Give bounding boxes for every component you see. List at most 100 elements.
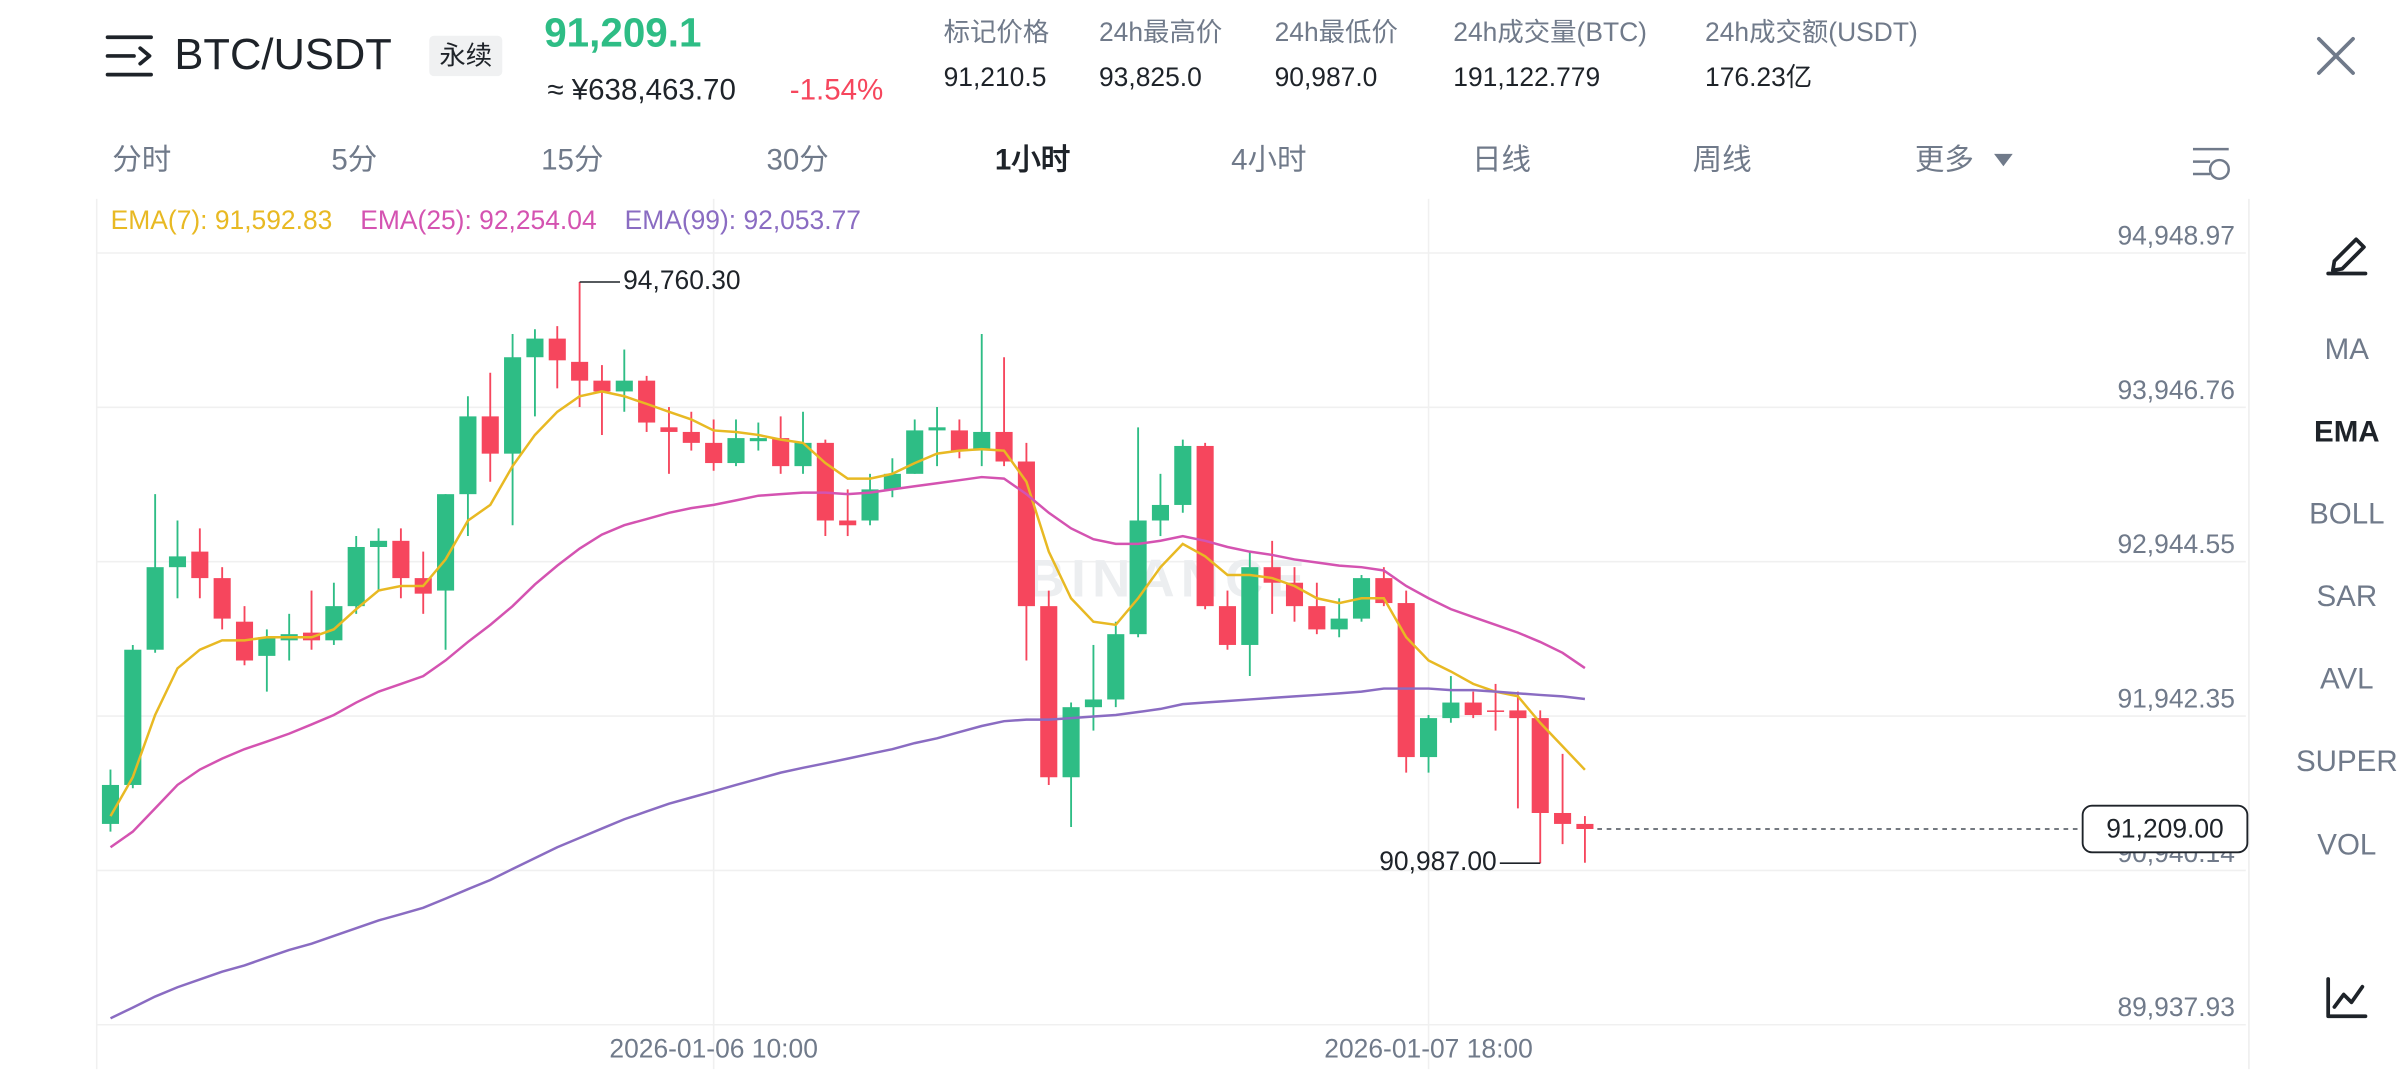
candle-body [1040, 606, 1058, 778]
stat-label: 24h成交额(USDT) [1705, 17, 1918, 47]
candle-body [1218, 606, 1237, 645]
candle-body [950, 430, 968, 451]
dropdown-arrow [1994, 153, 2013, 167]
high-label: 94,760.30 [623, 265, 740, 295]
candle-body [437, 494, 455, 591]
candle-body [705, 442, 723, 464]
candle-body [1375, 578, 1393, 604]
candle-body [392, 540, 410, 579]
stat-label: 24h最高价 [1099, 17, 1222, 47]
stat-value: 176.23亿 [1705, 62, 1812, 92]
candle-body [1062, 707, 1080, 778]
legend: EMA(7): 91,592.83 EMA(25): 92,254.04 EMA(9… [111, 205, 861, 235]
stat-value: 191,122.779 [1453, 62, 1600, 92]
tab[interactable]: 分时 [112, 143, 171, 176]
ema-line [109, 390, 1586, 817]
candle-body [191, 551, 209, 579]
menu-icon[interactable] [105, 35, 153, 77]
stat-label: 标记价格 [944, 17, 1050, 47]
candle-body [101, 784, 120, 824]
last-price-label: 91,209.00 [2106, 814, 2223, 844]
tab[interactable]: 5分 [331, 143, 377, 176]
candle-body [146, 567, 164, 650]
candle-body [504, 357, 522, 454]
ema-line [109, 687, 1586, 1020]
candle-body [1330, 618, 1348, 630]
candle-body [794, 442, 812, 467]
candle-body [1196, 445, 1214, 607]
candle-body [1531, 718, 1549, 813]
tab[interactable]: 15分 [541, 143, 603, 176]
candle-body [1509, 710, 1527, 719]
indicator[interactable]: AVL [2320, 662, 2374, 695]
candle-body [213, 578, 231, 619]
y-tick-label: 94,948.97 [2117, 220, 2234, 250]
x-tick-label: 2026-01-07 18:00 [1324, 1033, 1533, 1063]
stat-label: 24h最低价 [1275, 17, 1398, 47]
candle-body [1107, 634, 1125, 700]
candle-body [258, 637, 276, 656]
stat-value: 93,825.0 [1099, 62, 1202, 92]
candle-body [615, 380, 633, 392]
indicator[interactable]: MA [2325, 333, 2370, 366]
candle-body [660, 427, 678, 432]
stat-value: 91,210.5 [944, 62, 1047, 92]
candle-body [459, 416, 477, 495]
candle-body [1174, 445, 1192, 505]
chart-settings-icon[interactable] [2192, 147, 2230, 180]
candle-body [593, 380, 611, 392]
y-tick-label: 93,946.76 [2117, 375, 2234, 405]
stat-value: 90,987.0 [1275, 62, 1378, 92]
y-tick-label: 91,942.35 [2117, 683, 2234, 713]
tab[interactable]: 更多 [1915, 143, 1974, 176]
candle-body [571, 361, 589, 381]
stat-label: 24h成交量(BTC) [1453, 17, 1647, 47]
chart-type-icon[interactable] [2326, 977, 2368, 1019]
candle-body [124, 649, 142, 785]
candle-body [1554, 812, 1572, 824]
candle-body [928, 427, 946, 431]
legend-entry: EMA(25): 92,254.04 [360, 205, 596, 235]
indicator-active[interactable]: EMA [2314, 415, 2380, 448]
candle-body [1129, 520, 1147, 635]
indicator[interactable]: SUPER [2296, 745, 2398, 778]
tab[interactable]: 日线 [1472, 143, 1531, 176]
candle-body [883, 473, 901, 490]
cny-price: ≈ ¥638,463.70 [547, 73, 736, 106]
candle-body [1576, 823, 1594, 830]
tab[interactable]: 30分 [766, 143, 828, 176]
candle-body [168, 556, 187, 568]
x-tick-label: 2026-01-06 10:00 [609, 1033, 818, 1063]
indicator[interactable]: BOLL [2309, 498, 2384, 531]
indicator[interactable]: SAR [2316, 580, 2377, 613]
last-price-box [2081, 804, 2249, 854]
tab[interactable]: 周线 [1693, 143, 1752, 176]
candle-body [839, 520, 857, 526]
candle-body [861, 489, 879, 521]
candle-body [1442, 702, 1460, 719]
candle-body [749, 438, 767, 442]
legend-entry: EMA(7): 91,592.83 [111, 205, 333, 235]
candle-body [727, 438, 745, 464]
tab[interactable]: 4小时 [1231, 143, 1306, 176]
candle-body [481, 416, 499, 454]
candle-body [1419, 718, 1438, 758]
contract-badge [429, 35, 503, 77]
change: -1.54% [790, 73, 884, 106]
y-tick-label: 89,937.93 [2117, 992, 2234, 1022]
legend-entry: EMA(99): 92,053.77 [625, 205, 861, 235]
plot: 94,760.30 90,987.00 91,209.00 [101, 265, 2249, 1020]
close-button[interactable] [2316, 36, 2355, 75]
candle-body [548, 338, 566, 361]
tab-active[interactable]: 1小时 [995, 143, 1070, 176]
candle-body [1487, 710, 1505, 712]
indicator[interactable]: VOL [2317, 829, 2376, 862]
draw-tool-icon[interactable] [2326, 237, 2368, 276]
candle-body [638, 380, 656, 423]
candle-body [1464, 702, 1482, 716]
symbol[interactable]: BTC/USDT [174, 31, 392, 79]
candle-body [526, 338, 544, 358]
candle-body [906, 430, 924, 474]
candle-body [1308, 606, 1326, 630]
